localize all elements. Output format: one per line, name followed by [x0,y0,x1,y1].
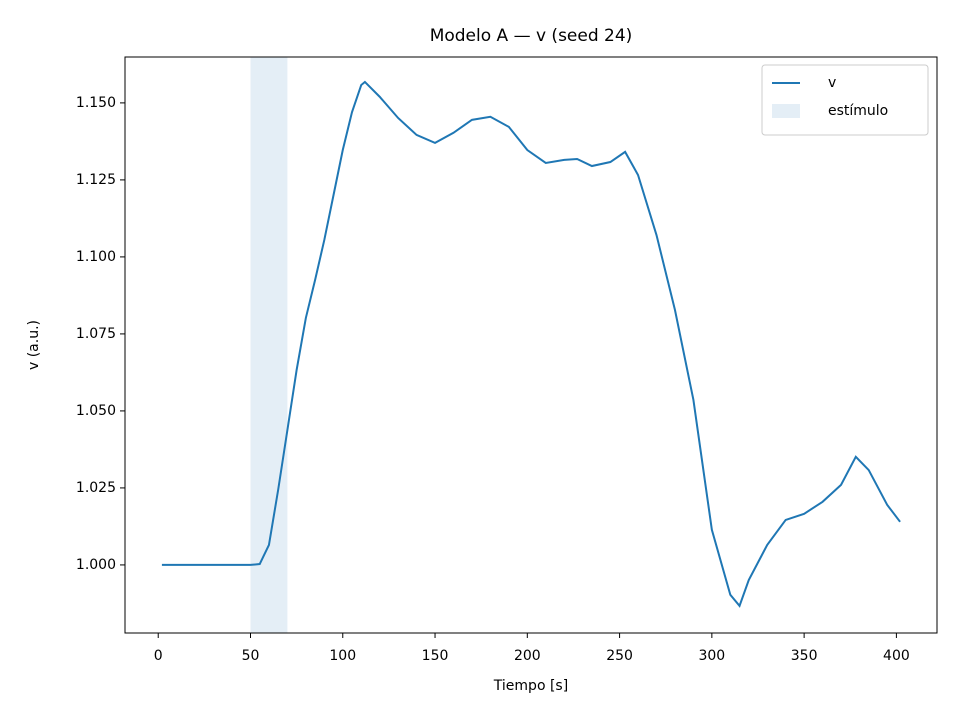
y-tick-label: 1.100 [76,249,116,265]
x-tick-label: 150 [422,648,449,664]
x-tick-label: 100 [329,648,356,664]
y-tick-label: 1.050 [76,403,116,419]
data-line [161,80,901,608]
y-tick-label: 1.025 [76,480,116,496]
plot-frame [124,56,938,634]
legend-label: v [828,75,836,91]
legend-label: estímulo [828,103,888,119]
y-tick-label: 1.150 [76,95,116,111]
x-tick-label: 250 [606,648,633,664]
x-tick-label: 300 [698,648,725,664]
stimulus-span [250,57,288,633]
x-tick-label: 350 [791,648,818,664]
x-tick-label: 50 [242,648,260,664]
legend-box [761,64,929,136]
x-axis-label: Tiempo [s] [493,678,568,694]
y-tick-label: 1.000 [76,557,116,573]
chart-title: Modelo A — v (seed 24) [430,26,633,46]
legend-patch [772,104,800,118]
y-tick-label: 1.075 [76,326,116,342]
y-tick-label: 1.125 [76,172,116,188]
x-tick-label: 0 [154,648,163,664]
y-axis-label: v (a.u.) [26,320,42,370]
x-tick-label: 400 [883,648,910,664]
x-tick-label: 200 [514,648,541,664]
